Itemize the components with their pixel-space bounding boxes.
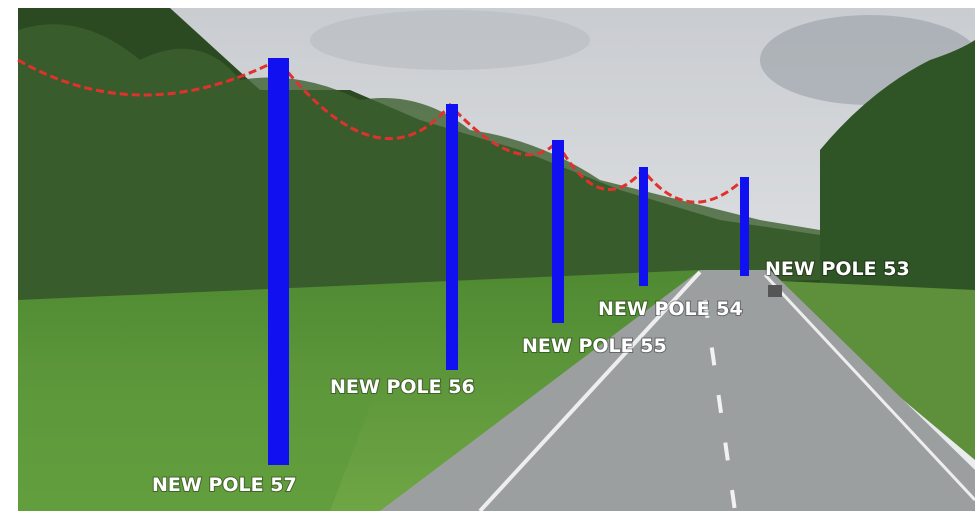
pole-label: NEW POLE 53 [765,258,910,280]
pole [740,177,749,276]
pole [268,58,289,465]
scene: NEW POLE 57 NEW POLE 56 NEW POLE 55 NEW … [0,0,975,511]
pole-label: NEW POLE 55 [522,335,667,357]
pole [639,167,648,286]
pole [446,104,458,370]
pole-label: NEW POLE 56 [330,376,475,398]
pole-label: NEW POLE 54 [598,298,743,320]
pole-label: NEW POLE 57 [152,474,297,496]
pole [552,140,564,323]
